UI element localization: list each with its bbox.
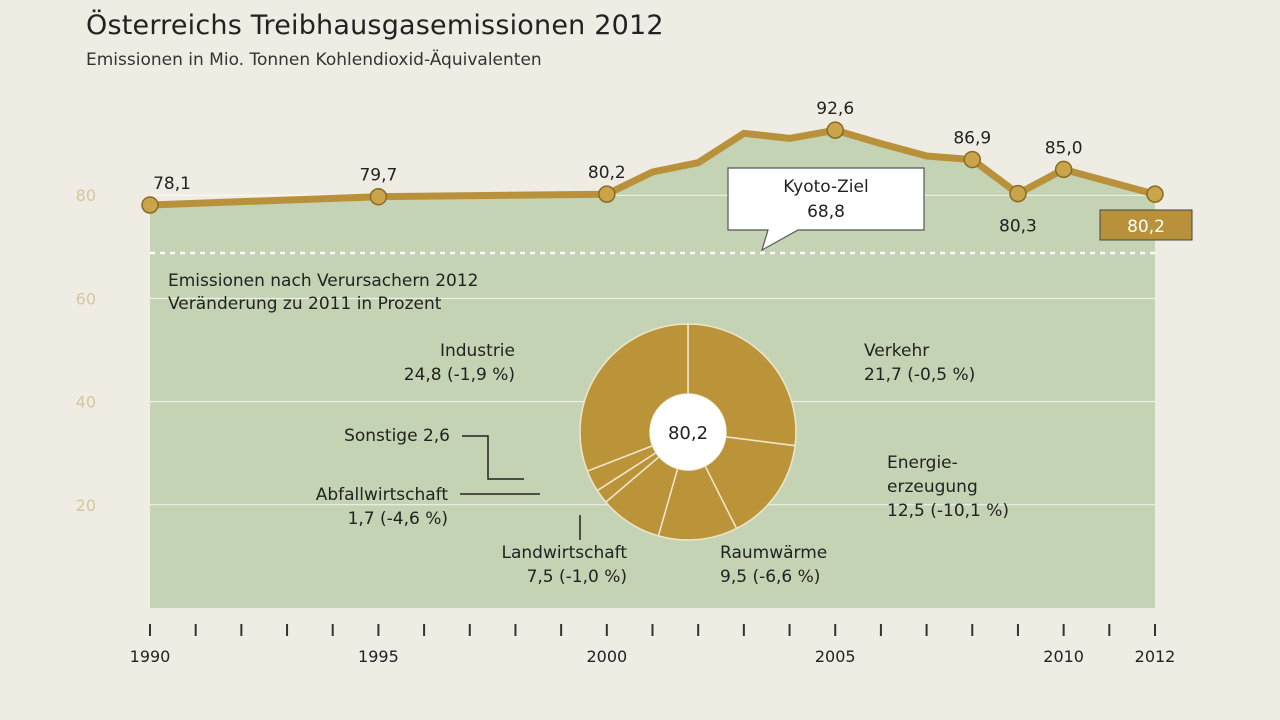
last-value-label: 80,2 [1127, 217, 1165, 237]
data-point [826, 121, 844, 139]
x-tick-label: 2010 [1043, 647, 1084, 666]
data-point [1009, 184, 1027, 203]
slice-label: Landwirtschaft [502, 543, 628, 563]
axis-layer: 20 40 60 80 1990 1995 2000 2005 2010 2012 [76, 186, 1176, 666]
chart-title: Österreichs Treibhausgasemissionen 2012 [86, 10, 664, 41]
x-tick-label: 2005 [815, 647, 856, 666]
slice-label: Abfallwirtschaft [316, 485, 449, 505]
last-value-box [1099, 209, 1193, 241]
data-label: 86,9 [953, 129, 991, 149]
donut-title: Emissionen nach Verursachern 2012 [168, 271, 479, 291]
data-label: 92,6 [816, 99, 854, 119]
y-tick-label: 80 [76, 186, 96, 205]
data-point [1054, 160, 1073, 179]
donut-layer: Emissionen nach Verursachern 2012 Verände… [168, 271, 1009, 587]
data-point [963, 150, 982, 169]
kyoto-callout [727, 167, 925, 252]
slice-label: erzeugung [887, 477, 978, 497]
x-tick-label: 2012 [1135, 647, 1176, 666]
x-tick-label: 2000 [586, 647, 627, 666]
slice-value-label: 21,7 (-0,5 %) [864, 365, 975, 385]
donut-center-label: 80,2 [668, 423, 708, 444]
slice-label: Industrie [440, 341, 515, 361]
data-label: 85,0 [1045, 138, 1083, 158]
slice-value-label: 24,8 (-1,9 %) [404, 365, 515, 385]
slice-value-label: 9,5 (-6,6 %) [720, 567, 820, 587]
slice-value-label: 7,5 (-1,0 %) [527, 567, 627, 587]
y-tick-label: 60 [76, 289, 96, 308]
slice-label: Sonstige 2,6 [344, 426, 450, 446]
y-tick-label: 20 [76, 496, 96, 515]
leader-line [462, 435, 524, 480]
chart-subtitle: Emissionen in Mio. Tonnen Kohlendioxid-Ä… [86, 50, 542, 70]
kyoto-label: Kyoto-Ziel [783, 177, 868, 197]
data-label: 78,1 [153, 174, 191, 194]
donut-hole [650, 394, 726, 470]
point-layer [141, 121, 1164, 214]
data-point [598, 185, 616, 203]
data-point [369, 187, 388, 206]
data-label: 79,7 [359, 166, 397, 186]
slice-label: Energie- [887, 453, 958, 473]
kyoto-value: 68,8 [807, 202, 845, 222]
donut-subtitle: Veränderung zu 2011 in Prozent [168, 294, 442, 314]
slice-value-label: 1,7 (-4,6 %) [348, 509, 448, 529]
slice-value-label: 12,5 (-10,1 %) [887, 501, 1009, 521]
x-tick-label: 1995 [358, 647, 399, 666]
x-tick-label: 1990 [130, 647, 171, 666]
data-label: 80,2 [588, 163, 626, 183]
data-point-last [1146, 185, 1164, 203]
data-point [141, 196, 159, 214]
label-layer: 78,1 79,7 80,2 92,6 86,9 80,3 85,0 80,2 [153, 99, 1193, 241]
slice-label: Raumwärme [720, 543, 827, 563]
y-tick-label: 40 [76, 393, 96, 412]
reference-layer: Kyoto-Ziel 68,8 [150, 167, 1155, 255]
slice-label: Verkehr [864, 341, 929, 361]
data-label: 80,3 [999, 217, 1037, 237]
